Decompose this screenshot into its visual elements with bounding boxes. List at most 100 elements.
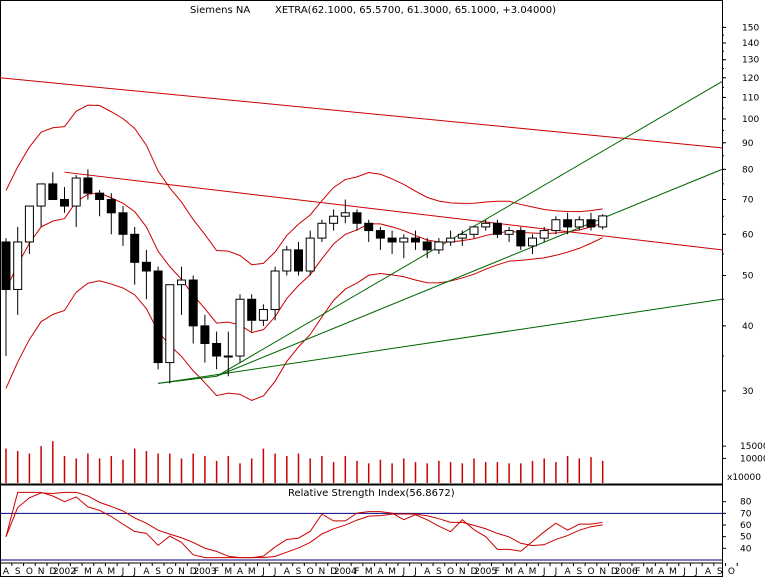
candle-body — [352, 212, 362, 224]
candle-body — [329, 215, 339, 224]
candlestick-series — [1, 169, 608, 384]
candle-body — [586, 219, 596, 228]
candle-body — [364, 222, 374, 232]
trend-line-middle — [64, 171, 723, 251]
x-tick-label: A — [237, 567, 244, 577]
x-tick-label: S — [717, 567, 723, 577]
candle-body — [434, 241, 444, 251]
candle-body — [574, 219, 584, 228]
x-tick-label: A — [3, 567, 10, 577]
x-tick-label: N — [599, 567, 606, 577]
candle-body — [212, 342, 222, 357]
candle-body — [60, 199, 69, 207]
candle-body — [422, 241, 432, 251]
x-tick-label: S — [15, 567, 21, 577]
candle-body — [516, 230, 526, 247]
x-tick-label: A — [284, 567, 291, 577]
x-tick-label: 2002 — [53, 567, 76, 577]
x-tick-label: S — [576, 567, 582, 577]
price-tick-label: 150 — [742, 23, 759, 33]
rsi-tick-label: 50 — [740, 533, 752, 543]
rsi-panel — [0, 491, 722, 561]
rsi-line — [5, 491, 603, 559]
price-tick-label: 60 — [742, 230, 754, 240]
x-tick-label: D — [471, 567, 478, 577]
x-tick-label: D — [611, 567, 618, 577]
x-tick-label: D — [330, 567, 337, 577]
quote-readout: XETRA(62.1000, 65.5700, 61.3000, 65.1000… — [275, 5, 556, 16]
x-tick-label: M — [388, 567, 396, 577]
price-tick-label: 30 — [742, 387, 754, 397]
candle-body — [551, 219, 561, 232]
candle-body — [24, 205, 34, 243]
x-tick-label: M — [365, 567, 373, 577]
candle-body — [399, 237, 409, 243]
x-tick-label: J — [554, 567, 558, 577]
price-tick-label: 120 — [742, 74, 759, 84]
x-tick-label: O — [587, 567, 594, 577]
candle-body — [106, 199, 116, 214]
x-tick-label: J — [132, 567, 136, 577]
chart-title: Siemens NA — [190, 5, 250, 16]
price-tick-label: 110 — [742, 93, 759, 103]
candle-body — [235, 298, 245, 357]
candle-body — [36, 183, 46, 207]
x-tick-label: F — [74, 567, 79, 577]
x-tick-label: D — [190, 567, 197, 577]
candle-body — [83, 177, 93, 194]
candle-body — [340, 212, 350, 217]
band-lower — [5, 237, 603, 401]
volume-tick-label: 15000 — [740, 442, 765, 452]
price-tick-label: 70 — [742, 196, 754, 206]
band-middle — [5, 192, 603, 334]
candle-body — [118, 212, 128, 235]
candle-body — [153, 270, 163, 364]
candle-body — [95, 192, 105, 201]
volume-series — [5, 441, 604, 483]
candle-body — [141, 261, 151, 272]
rsi-tick-label: 60 — [740, 521, 752, 531]
x-tick-label: A — [565, 567, 572, 577]
x-tick-label: M — [529, 567, 537, 577]
candle-body — [177, 279, 186, 286]
candle-body — [165, 284, 175, 364]
x-tick-label: 2003 — [193, 567, 216, 577]
candle-body — [13, 241, 23, 290]
bollinger-bands — [5, 104, 603, 401]
candle-body — [492, 222, 502, 235]
candle-body — [387, 237, 397, 243]
x-tick-label: D — [49, 567, 56, 577]
x-tick-label: J — [121, 567, 125, 577]
candle-body — [282, 249, 292, 272]
rsi-tick-label: 40 — [740, 544, 752, 554]
trend-lines — [0, 77, 723, 251]
candle-body — [247, 298, 257, 321]
x-tick-label: O — [26, 567, 33, 577]
price-tick-label: 80 — [742, 165, 754, 175]
fan-base — [158, 375, 217, 384]
x-tick-label: A — [377, 567, 384, 577]
gann-fan-lines — [158, 81, 723, 384]
x-tick-label: S — [296, 567, 302, 577]
x-tick-label: 2006 — [615, 567, 638, 577]
x-tick-label: J — [401, 567, 405, 577]
candle-body — [305, 237, 315, 272]
rsi-title: Relative Strength Index(56.8672) — [288, 488, 455, 499]
x-tick-label: N — [319, 567, 326, 577]
candle-body — [1, 241, 11, 290]
x-tick-label: A — [518, 567, 525, 577]
candle-body — [130, 233, 140, 263]
rsi-signal-line — [5, 491, 603, 559]
x-tick-label: M — [669, 567, 677, 577]
candle-body — [598, 215, 608, 228]
x-tick-label: J — [682, 567, 686, 577]
candle-body — [258, 309, 268, 321]
x-tick-label: F — [495, 567, 500, 577]
fan-line — [216, 81, 723, 377]
candle-body — [411, 237, 420, 243]
rsi-tick-label: 80 — [740, 498, 752, 508]
x-tick-label: 2004 — [334, 567, 357, 577]
x-tick-label: F — [354, 567, 359, 577]
